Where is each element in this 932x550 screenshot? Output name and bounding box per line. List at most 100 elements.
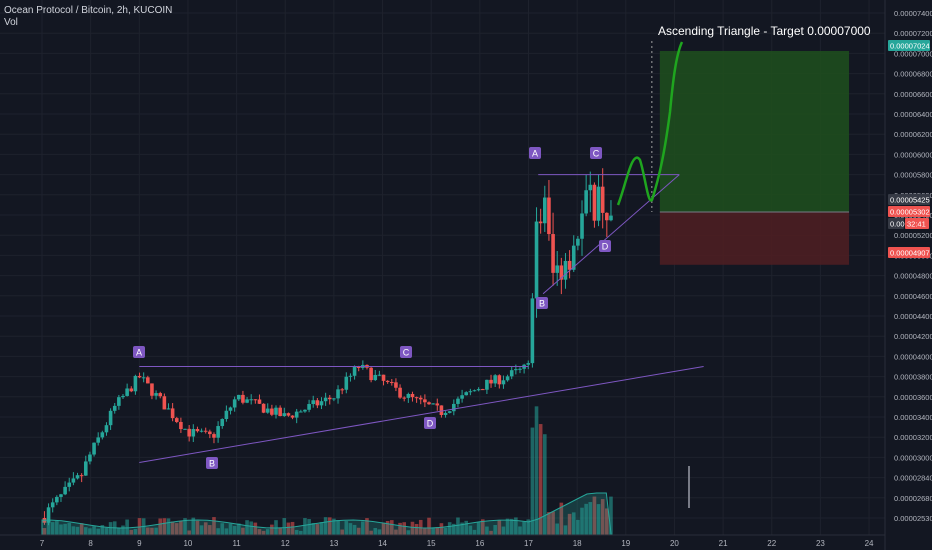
candle-body (501, 380, 506, 385)
candle-body (315, 400, 320, 406)
candle-body (356, 366, 361, 368)
pattern-label-box (206, 457, 218, 469)
candle-body (179, 421, 183, 430)
candle-body (576, 238, 580, 246)
volume-bar (567, 513, 572, 535)
candle-body (348, 375, 353, 377)
candle-body (605, 212, 609, 221)
candle-body (352, 366, 357, 376)
candle-body (600, 186, 605, 213)
volume-bar (199, 525, 204, 535)
candle-body (270, 408, 274, 415)
price-tag (888, 40, 930, 51)
candle-body (290, 415, 295, 418)
volume-bar (472, 529, 477, 535)
candle-body (216, 426, 220, 438)
candle-body (92, 442, 96, 455)
volume-bar (485, 526, 489, 535)
volume-bar (303, 518, 307, 535)
volume-bar (402, 522, 406, 535)
pattern-label-box (590, 147, 602, 159)
volume-bar (605, 508, 609, 535)
candle-body (96, 437, 100, 443)
candle-body (261, 403, 266, 413)
candle-body (439, 405, 444, 415)
candle-body (563, 260, 568, 280)
candle-body (472, 390, 477, 392)
volume-label: Vol (4, 17, 18, 28)
pattern-label: D (427, 419, 434, 429)
price-axis-bg (885, 0, 932, 550)
candle-body (133, 375, 138, 392)
candle-body (551, 234, 555, 273)
candle-body (67, 482, 72, 487)
volume-bar (121, 525, 125, 535)
candle-body (336, 389, 340, 399)
volume-bar (125, 519, 129, 535)
volume-bar (212, 517, 216, 535)
candle-body (559, 265, 564, 280)
pattern-label: A (532, 149, 538, 159)
volume-bar (96, 528, 100, 535)
x-tick-label: 13 (329, 539, 338, 548)
candle-body (83, 461, 88, 476)
volume-bar (50, 522, 55, 535)
candle-body (117, 397, 121, 406)
volume-bar (410, 521, 415, 535)
candle-body (174, 418, 179, 422)
y-tick-label: 0.00002530 (894, 514, 932, 523)
candle-body (592, 184, 597, 221)
volume-bar (447, 522, 452, 535)
volume-bar (497, 520, 502, 535)
volume-bar (468, 525, 473, 535)
candle-body (141, 377, 146, 379)
volume-bar (452, 523, 456, 535)
volume-bar (208, 525, 212, 535)
candle-body (59, 494, 63, 497)
y-tick-label: 0.00004000 (894, 352, 932, 361)
candle-body (121, 395, 125, 398)
volume-bar (373, 528, 378, 535)
candle-body (71, 478, 76, 483)
candle-body (220, 419, 225, 427)
candle-body (418, 397, 423, 400)
x-tick-label: 23 (816, 539, 825, 548)
volume-bar (381, 522, 386, 535)
y-tick-label: 0.00004200 (894, 332, 932, 341)
candle-body (381, 374, 386, 381)
forecast-path (616, 41, 684, 206)
y-tick-label: 0.00007400 (894, 9, 932, 18)
candle-body (443, 412, 448, 415)
volume-bar (530, 427, 535, 535)
x-tick-label: 21 (719, 539, 728, 548)
grid (0, 0, 885, 535)
candle-body (493, 375, 497, 384)
volume-bar (216, 528, 220, 535)
volume-bar (133, 528, 138, 535)
candle-body (373, 374, 378, 381)
volume-bar (265, 529, 270, 535)
candle-body (340, 389, 344, 391)
candle-body (199, 430, 204, 432)
y-tick-label: 0.00004800 (894, 272, 932, 281)
candle-body (253, 399, 258, 401)
volume-bar (191, 517, 196, 535)
y-tick-label: 0.00004600 (894, 292, 932, 301)
pattern-label: B (209, 459, 215, 469)
candle-body (555, 265, 560, 273)
candle-body (146, 377, 150, 384)
candle-body (476, 389, 481, 391)
volume-bar (261, 530, 266, 535)
candle-body (369, 367, 373, 381)
volume-bar (146, 527, 150, 535)
candle-body (129, 388, 134, 392)
y-tick-label: 0.00006200 (894, 130, 932, 139)
candle-body (265, 408, 270, 413)
candle-body (100, 432, 105, 438)
volume-bar (559, 502, 564, 535)
volume-bar (311, 522, 316, 535)
candle-body (377, 374, 382, 376)
volume-bar (174, 523, 179, 535)
